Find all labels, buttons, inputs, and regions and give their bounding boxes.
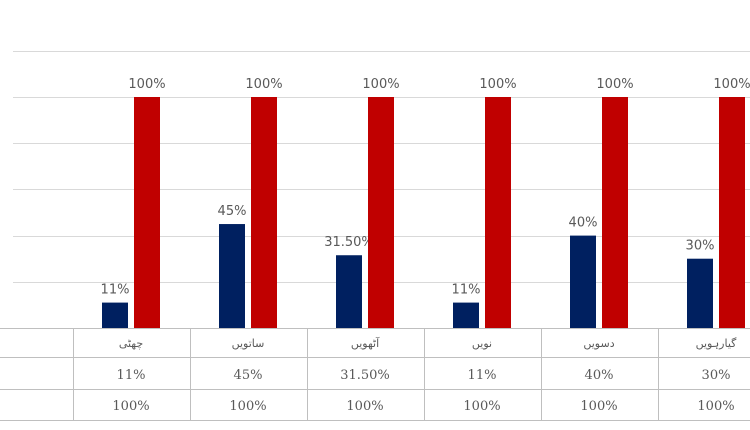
category-label: گیارہویں [696, 337, 738, 350]
bar [485, 97, 511, 328]
data-label: 30% [686, 239, 715, 254]
data-label: 11% [101, 283, 130, 298]
category-label: چھٹی [119, 337, 143, 350]
data-label: 100% [479, 77, 516, 92]
table-cell: 11% [468, 368, 497, 383]
bar [219, 224, 245, 328]
bar [251, 97, 277, 328]
data-label: 40% [569, 216, 598, 231]
bar [336, 255, 362, 328]
category-label: نویں [472, 337, 492, 350]
table-cell: 45% [234, 368, 263, 383]
data-label: 100% [713, 77, 750, 92]
category-label: آٹھویں [351, 336, 380, 350]
table-cell: 100% [697, 399, 734, 414]
table-cell: 100% [112, 399, 149, 414]
data-label: 45% [218, 204, 247, 219]
data-label: 31.50% [324, 235, 374, 250]
category-label: دسویں [583, 337, 614, 350]
table-cell: 100% [346, 399, 383, 414]
table-cell: 40% [585, 368, 614, 383]
data-label: 100% [362, 77, 399, 92]
data-label: 100% [128, 77, 165, 92]
table-cell: 11% [117, 368, 146, 383]
bar [102, 302, 128, 328]
data-label: 11% [452, 283, 481, 298]
table-cell: 30% [702, 368, 731, 383]
category-label: ساتویں [232, 337, 265, 350]
bar [453, 302, 479, 328]
table-cell: 100% [229, 399, 266, 414]
table-cell: 31.50% [340, 368, 390, 383]
table-cell: 100% [580, 399, 617, 414]
bar [602, 97, 628, 328]
bar [368, 97, 394, 328]
table-cell: 100% [463, 399, 500, 414]
data-label: 100% [596, 77, 633, 92]
data-label: 100% [245, 77, 282, 92]
bar [570, 235, 596, 328]
bar [719, 97, 745, 328]
bar [687, 258, 713, 328]
bar [134, 97, 160, 328]
